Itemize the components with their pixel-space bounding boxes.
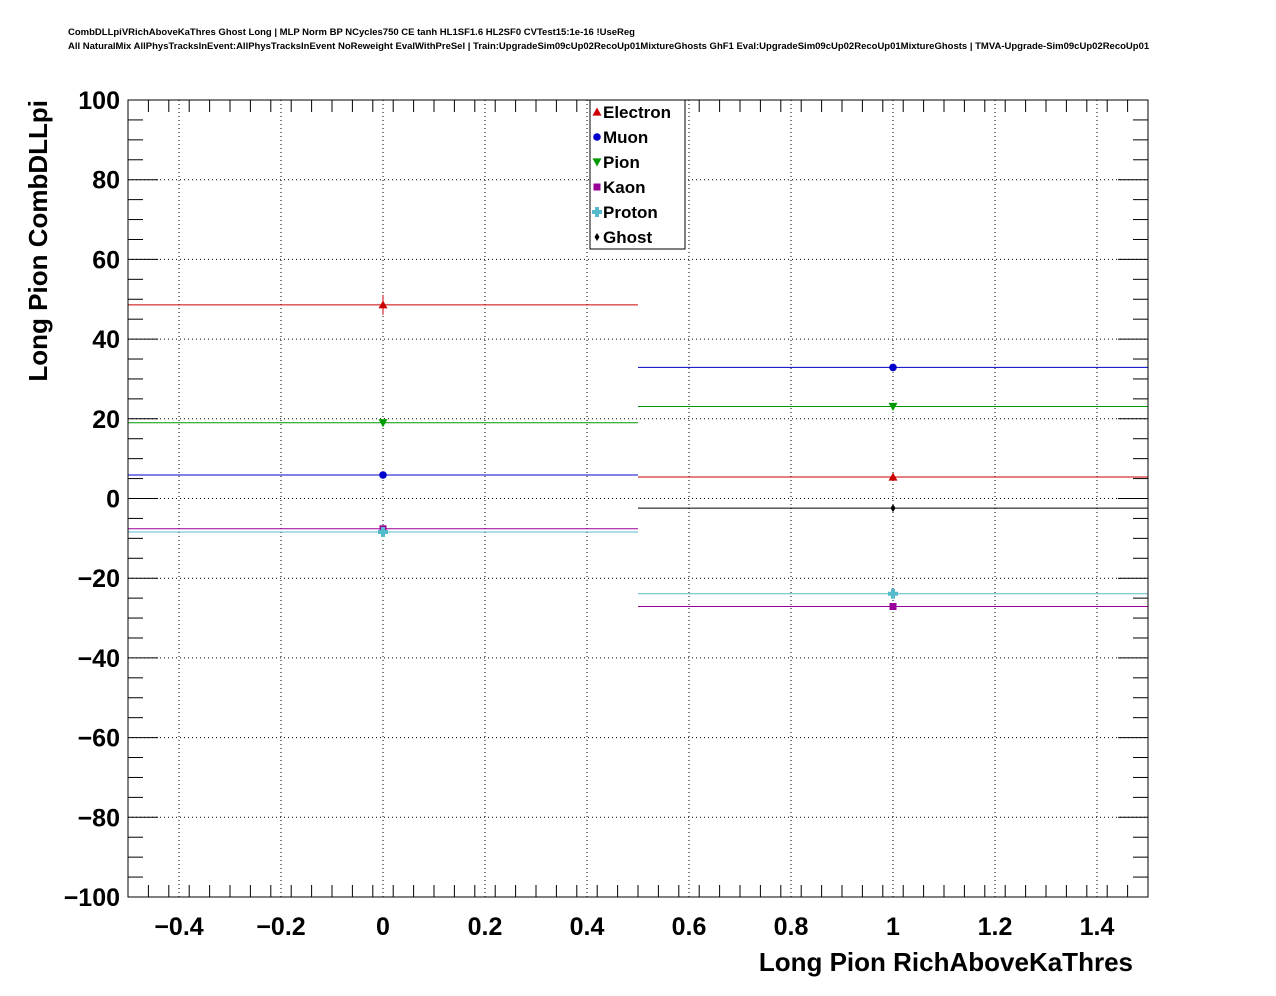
y-tick-label: 100 (78, 87, 120, 115)
y-axis-label: Long Pion CombDLLpi (23, 100, 53, 382)
y-tick-label: 80 (92, 167, 120, 195)
x-tick-label: 0.8 (774, 913, 809, 941)
electron-point (378, 300, 388, 309)
y-tick-label: −80 (78, 804, 120, 832)
x-axis-label: Long Pion RichAboveKaThres (759, 947, 1133, 977)
legend-electron-icon (592, 107, 602, 116)
legend: Electron Muon Pion Kaon Proton Ghost (589, 99, 686, 250)
x-tick-label: −0.2 (256, 913, 305, 941)
pion-point (378, 419, 388, 428)
pion-point (888, 402, 898, 411)
y-tick-label: 20 (92, 406, 120, 434)
x-tick-label: 1.2 (978, 913, 1013, 941)
x-tick-label: 0 (376, 913, 390, 941)
x-tick-label: 1 (886, 913, 900, 941)
muon-point (889, 363, 897, 372)
legend-ghost-label: Ghost (603, 228, 652, 247)
legend-electron-label: Electron (603, 103, 671, 122)
chart-title-line-2: All NaturalMix AllPhysTracksInEvent:AllP… (68, 41, 1150, 52)
axis-ticks (127, 99, 1149, 898)
muon-point (379, 471, 387, 479)
legend-kaon-icon (593, 183, 601, 191)
legend-pion-icon (592, 158, 602, 167)
y-tick-label: 0 (106, 486, 120, 514)
legend-proton-label: Proton (603, 203, 658, 222)
data-points (128, 294, 1148, 610)
chart-title-line-1: CombDLLpiVRichAboveKaThres Ghost Long | … (68, 27, 635, 38)
legend-ghost-icon (594, 233, 600, 241)
x-tick-label: −0.4 (154, 913, 203, 941)
legend-box (589, 99, 686, 250)
x-tick-label: 0.6 (672, 913, 707, 941)
y-tick-label: −40 (78, 645, 120, 673)
proton-point (378, 526, 388, 537)
proton-point (888, 588, 898, 599)
y-tick-label: −60 (78, 725, 120, 753)
kaon-point (889, 602, 897, 610)
grid (128, 99, 1148, 898)
x-tick-label: 0.2 (468, 913, 503, 941)
legend-pion-label: Pion (603, 153, 640, 172)
legend-muon-label: Muon (603, 128, 648, 147)
electron-point (888, 472, 898, 481)
y-tick-label: 60 (92, 246, 120, 274)
x-tick-label: 0.4 (570, 913, 605, 941)
y-tick-label: −20 (78, 565, 120, 593)
legend-proton-icon (592, 207, 602, 217)
x-tick-labels: −0.4 −0.2 0 0.2 0.4 0.6 0.8 1 1.2 1.4 (154, 913, 1114, 941)
legend-kaon-label: Kaon (603, 178, 646, 197)
y-tick-labels: −100 −80 −60 −40 −20 0 20 40 60 80 100 (64, 87, 120, 912)
y-tick-label: 40 (92, 326, 120, 354)
legend-muon-icon (593, 133, 601, 141)
ghost-point (890, 504, 896, 513)
x-tick-label: 1.4 (1080, 913, 1115, 941)
y-tick-label: −100 (64, 884, 120, 912)
